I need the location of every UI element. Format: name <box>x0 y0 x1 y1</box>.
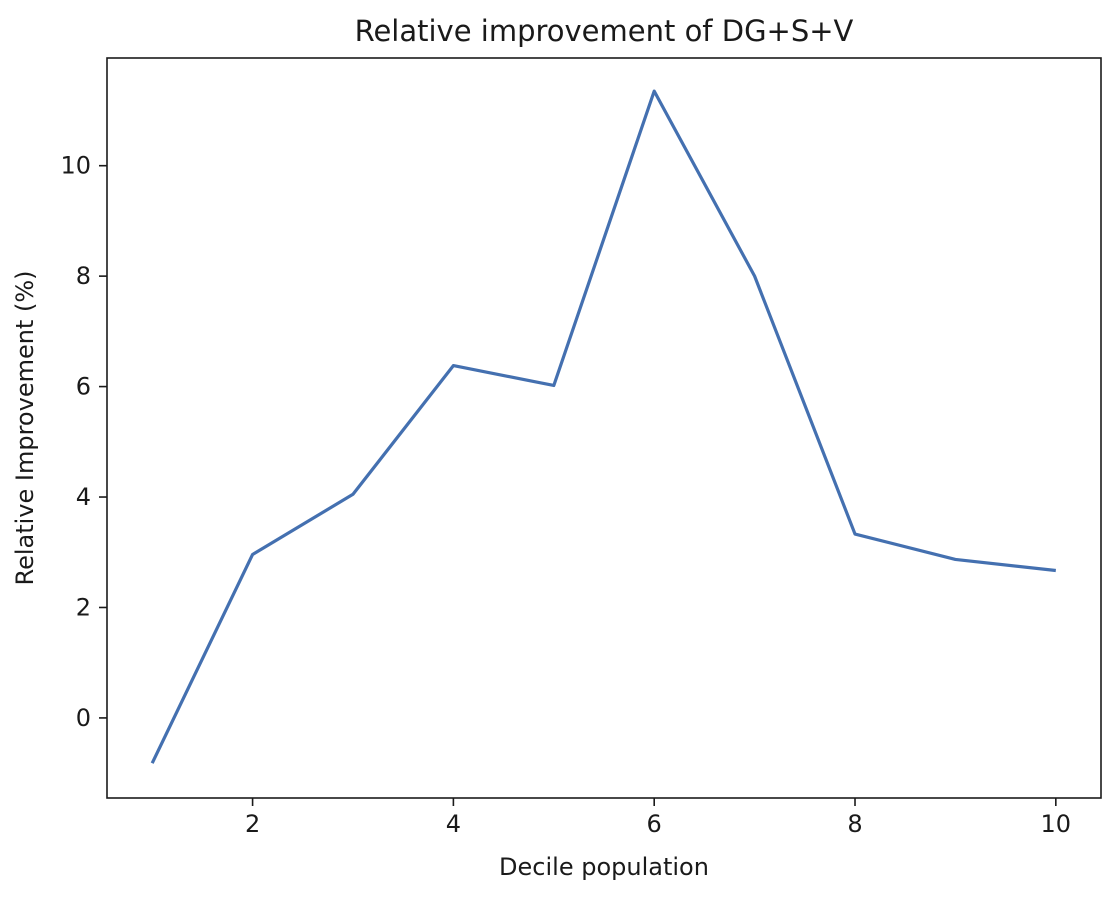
y-tick-label: 0 <box>76 704 91 732</box>
y-tick-label: 10 <box>60 152 91 180</box>
x-axis-label: Decile population <box>499 853 709 881</box>
y-tick-label: 4 <box>76 483 91 511</box>
y-axis-ticks: 0 2 4 6 8 10 <box>60 152 107 732</box>
x-tick-label: 6 <box>647 810 662 838</box>
x-tick-label: 10 <box>1041 810 1072 838</box>
y-tick-label: 2 <box>76 593 91 621</box>
chart-title: Relative improvement of DG+S+V <box>355 14 854 48</box>
x-axis-ticks: 2 4 6 8 10 <box>245 798 1071 838</box>
x-tick-label: 8 <box>847 810 862 838</box>
x-tick-label: 4 <box>446 810 461 838</box>
series-layer <box>150 89 1056 764</box>
y-axis-label: Relative Improvement (%) <box>11 270 39 585</box>
y-tick-label: 8 <box>76 262 91 290</box>
y-tick-label: 6 <box>76 373 91 401</box>
x-tick-label: 2 <box>245 810 260 838</box>
series-line <box>150 89 1056 764</box>
plot-frame <box>106 57 1102 799</box>
